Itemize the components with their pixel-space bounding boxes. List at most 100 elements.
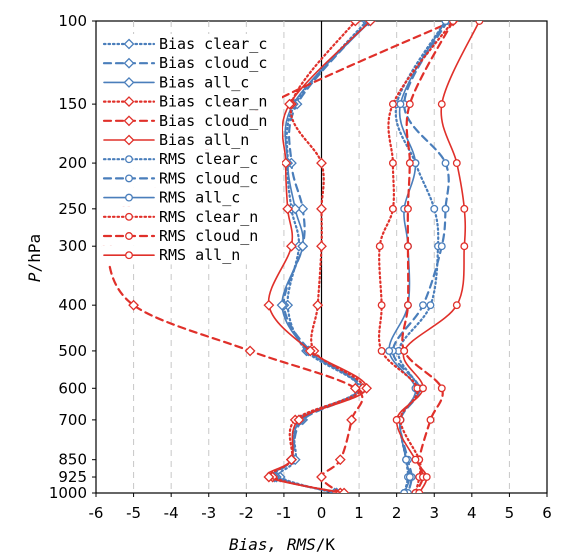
legend-label: Bias clear_c: [159, 35, 267, 53]
data-point: [405, 100, 414, 109]
data-point: [312, 299, 324, 311]
legend-item-bg: [102, 168, 282, 188]
data-point: [282, 203, 294, 215]
legend-item-bg: [102, 149, 282, 169]
data-point: [460, 242, 469, 251]
data-point: [125, 212, 133, 221]
y-axis-title-unit: /hPa: [25, 234, 44, 273]
data-point: [396, 100, 405, 109]
x-axis-title: Bias, RMS/K: [229, 535, 335, 554]
y-tick-label: 1000: [49, 484, 87, 502]
legend-item-bg: [102, 110, 282, 130]
data-point: [475, 21, 484, 25]
data-point: [334, 454, 346, 466]
legend-item-bg: [102, 34, 282, 54]
legend-label: RMS all_c: [159, 189, 240, 207]
y-tick-label: 700: [58, 411, 87, 429]
data-point: [430, 204, 439, 213]
legend-item-bg: [102, 53, 282, 73]
data-point: [411, 455, 420, 464]
legend-item-bg: [102, 245, 282, 265]
data-point: [377, 301, 386, 310]
x-tick-label: -3: [201, 504, 216, 522]
data-point: [123, 76, 135, 88]
data-point: [286, 240, 297, 252]
legend-item: Bias cloud_n: [102, 110, 282, 130]
data-point: [426, 415, 435, 424]
data-point: [437, 242, 446, 251]
data-point: [338, 487, 350, 493]
data-point: [297, 203, 309, 215]
legend-label: Bias clear_n: [159, 93, 267, 111]
x-axis-title-italic: Bias, RMS: [229, 535, 316, 554]
data-point: [316, 203, 327, 215]
data-point: [460, 204, 469, 213]
data-point: [244, 345, 256, 357]
x-tick-label: 2: [392, 504, 402, 522]
data-point: [128, 299, 140, 311]
data-point: [125, 232, 133, 240]
legend-label: Bias cloud_n: [159, 112, 267, 130]
data-point: [284, 98, 295, 110]
data-point: [437, 100, 446, 109]
data-point: [280, 157, 292, 169]
legend-item-bg: [102, 187, 282, 207]
y-tick-label: 300: [58, 237, 87, 255]
data-point: [441, 21, 450, 25]
data-point: [437, 384, 446, 393]
data-point: [349, 21, 361, 27]
data-point: [125, 193, 133, 202]
x-tick-label: -2: [239, 504, 254, 522]
x-tick-label: -1: [276, 504, 291, 522]
y-axis-title: P/hPa: [25, 234, 44, 282]
legend-item: RMS cloud_n: [102, 226, 282, 246]
data-point: [377, 346, 386, 355]
y-tick-label: 400: [58, 296, 87, 314]
data-point: [125, 155, 133, 164]
data-point: [361, 382, 373, 394]
y-tick-label: 925: [58, 468, 87, 486]
data-point: [415, 489, 424, 493]
y-tick-label: 500: [58, 342, 87, 360]
data-point: [297, 240, 309, 252]
y-tick-label: 100: [58, 12, 87, 30]
legend-item: Bias all_c: [102, 72, 282, 92]
data-point: [364, 21, 376, 27]
data-point: [402, 455, 411, 464]
legend-item: RMS clear_n: [102, 206, 282, 226]
y-tick-label: 150: [58, 95, 87, 113]
data-point: [400, 489, 409, 493]
x-tick-label: 0: [317, 504, 327, 522]
x-tick-labels: -6 -5 -4 -3 -2 -1 0 1 2 3 4 5 6: [89, 493, 552, 522]
data-point: [388, 100, 397, 109]
legend-label: RMS all_n: [159, 246, 240, 264]
data-point: [452, 301, 461, 310]
x-tick-label: 3: [429, 504, 439, 522]
legend-item-bg: [102, 72, 282, 92]
x-tick-label: 5: [505, 504, 515, 522]
data-point: [375, 242, 384, 251]
legend-label: RMS cloud_n: [159, 227, 258, 245]
data-point: [125, 251, 133, 260]
y-tick-label: 600: [58, 379, 87, 397]
data-point: [276, 299, 288, 311]
legend-label: RMS clear_n: [159, 208, 258, 226]
legend-item: Bias cloud_c: [102, 53, 282, 73]
data-point: [316, 157, 327, 169]
data-point: [405, 159, 414, 168]
data-point: [400, 346, 409, 355]
x-tick-label: 4: [467, 504, 477, 522]
x-tick-label: -5: [126, 504, 141, 522]
data-point: [422, 473, 431, 481]
data-point: [419, 301, 427, 310]
legend-item: Bias clear_n: [102, 91, 282, 111]
legend-item: RMS all_n: [102, 245, 282, 265]
data-point: [388, 204, 397, 213]
legend-item: Bias clear_c: [102, 34, 282, 54]
data-point: [123, 115, 135, 127]
legend-item-bg: [102, 130, 282, 150]
data-point: [403, 204, 412, 213]
x-tick-label: -6: [89, 504, 104, 522]
